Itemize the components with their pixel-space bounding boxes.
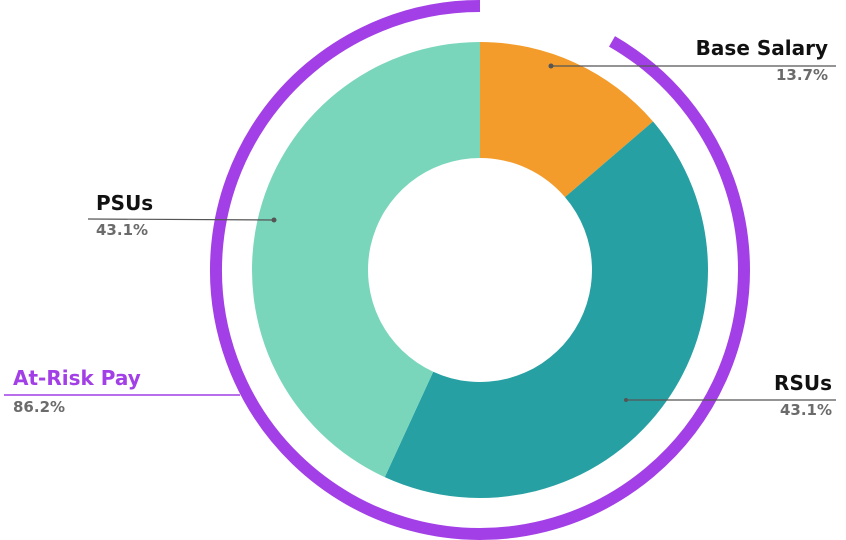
leader-psus [87,218,275,221]
at-risk-pay-arc [210,0,750,540]
label-at-risk-pay-name: At-Risk Pay [13,366,141,390]
label-psus-pct: 43.1% [96,221,149,239]
label-at-risk-pay: At-Risk Pay 86.2% [13,366,141,416]
label-psus-name: PSUs [96,191,154,215]
leader-dot-rsus [624,398,628,402]
label-base-salary: Base Salary 13.7% [696,36,828,84]
label-base-salary-pct: 13.7% [775,66,828,84]
leader-dot-base-salary [548,63,554,69]
label-psus: PSUs 43.1% [96,191,153,239]
slice-psus [251,42,480,478]
slice-rsus [384,121,709,499]
label-at-risk-pay-pct: 86.2% [13,398,66,416]
donut-slices [251,42,709,499]
label-rsus-name: RSUs [774,371,832,395]
label-rsus: RSUs 43.1% [774,371,832,419]
leader-dot-psus [271,217,277,223]
leader-lines [87,63,836,402]
label-rsus-pct: 43.1% [779,401,832,419]
slice-base-salary [480,42,654,198]
label-base-salary-name: Base Salary [695,36,828,60]
